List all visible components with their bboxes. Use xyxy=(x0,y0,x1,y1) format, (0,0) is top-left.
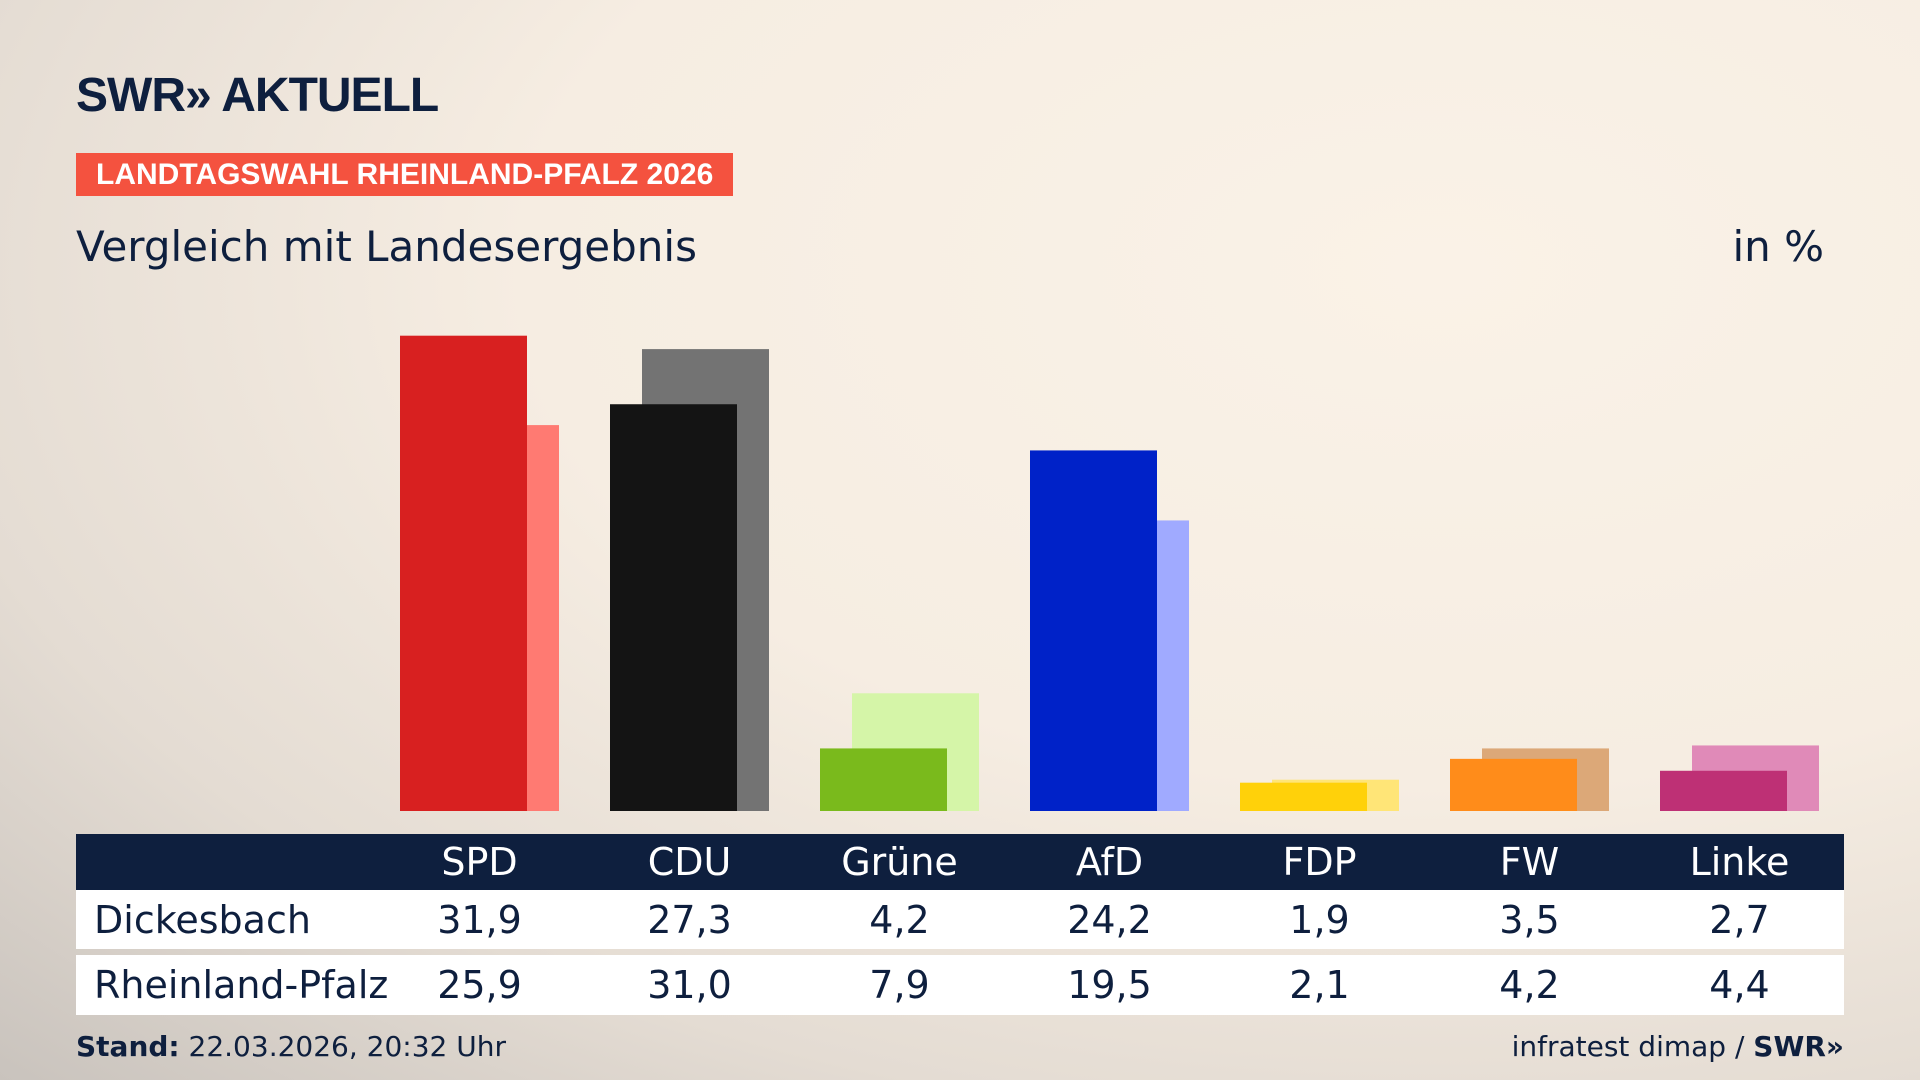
value-cell: 19,5 xyxy=(1067,963,1152,1007)
source: infratest dimap / SWR» xyxy=(1512,1030,1844,1063)
value-cell: 4,2 xyxy=(1499,963,1560,1007)
table-row: Dickesbach 31,9 27,3 4,2 24,2 1,9 3,5 2,7 xyxy=(76,890,1844,949)
party-label: FDP xyxy=(1282,840,1357,884)
party-label: SPD xyxy=(441,840,518,884)
stand-value: 22.03.2026, 20:32 Uhr xyxy=(188,1030,506,1063)
value-cell: 4,4 xyxy=(1709,963,1770,1007)
table-row: Rheinland-Pfalz 25,9 31,0 7,9 19,5 2,1 4,2 4,4 xyxy=(76,955,1844,1015)
bar-spd-local xyxy=(400,335,527,811)
bar-fdp-local xyxy=(1240,782,1367,811)
value-cell: 1,9 xyxy=(1289,897,1350,942)
swr-small-logo: SWR» xyxy=(1753,1030,1844,1063)
row-label: Rheinland-Pfalz xyxy=(94,963,389,1007)
value-cell: 25,9 xyxy=(437,963,522,1007)
stand-label: Stand: xyxy=(76,1030,180,1063)
bar-cdu-local xyxy=(610,404,737,811)
table-header: SPD CDU Grüne AfD FDP FW Linke xyxy=(76,834,1844,890)
timestamp: Stand: 22.03.2026, 20:32 Uhr xyxy=(76,1030,506,1063)
value-cell: 2,1 xyxy=(1289,963,1350,1007)
value-cell: 4,2 xyxy=(869,897,930,942)
unit-label: in % xyxy=(1732,222,1824,271)
row-label: Dickesbach xyxy=(94,897,311,942)
chart-subtitle: Vergleich mit Landesergebnis xyxy=(76,222,697,271)
value-cell: 31,9 xyxy=(437,897,522,942)
party-label: Grüne xyxy=(841,840,958,884)
party-label: Linke xyxy=(1689,840,1790,884)
value-cell: 2,7 xyxy=(1709,897,1770,942)
value-cell: 31,0 xyxy=(647,963,732,1007)
bar-chart xyxy=(400,335,1819,811)
bar-grüne-local xyxy=(820,748,947,811)
value-cell: 24,2 xyxy=(1067,897,1152,942)
party-label: FW xyxy=(1499,840,1560,884)
party-label: CDU xyxy=(647,840,732,884)
election-banner: LANDTAGSWAHL RHEINLAND-PFALZ 2026 xyxy=(76,153,734,196)
party-label: AfD xyxy=(1075,840,1144,884)
value-cell: 27,3 xyxy=(647,897,732,942)
bar-fw-local xyxy=(1450,758,1577,811)
bar-linke-local xyxy=(1660,770,1787,811)
value-cell: 3,5 xyxy=(1499,897,1560,942)
value-cell: 7,9 xyxy=(869,963,930,1007)
bar-afd-local xyxy=(1030,450,1157,811)
source-text: infratest dimap / xyxy=(1511,1030,1754,1063)
swr-aktuell-logo: SWR» AKTUELL xyxy=(76,69,439,122)
